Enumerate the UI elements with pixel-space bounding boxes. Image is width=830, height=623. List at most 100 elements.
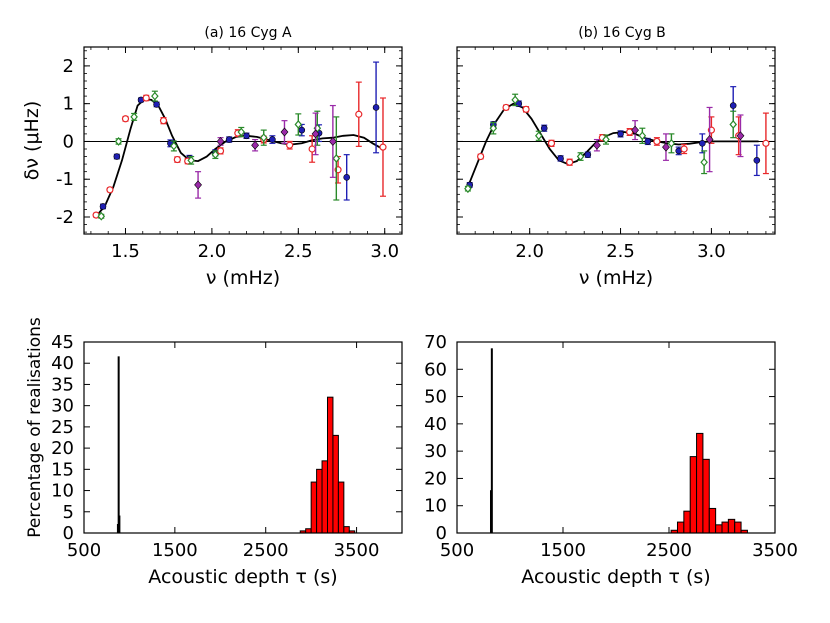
data-point [311, 129, 320, 139]
x-axis-label: Acoustic depth τ (s) [148, 566, 337, 588]
y-tick-label: 0 [436, 523, 447, 544]
data-point [534, 131, 543, 141]
data-point [280, 127, 289, 137]
axes-frame [83, 46, 403, 235]
histogram-bar [321, 460, 328, 534]
x-axis-label: Acoustic depth τ (s) [521, 566, 710, 588]
data-point [729, 102, 737, 109]
panel-a-title: (a) 16 Cyg A [204, 25, 292, 41]
data-point [502, 103, 510, 112]
x-tick-label: 1.5 [111, 241, 140, 262]
data-point [522, 105, 530, 113]
y-tick-label: 50 [424, 387, 447, 408]
data-point [225, 136, 233, 143]
data-point [170, 141, 178, 151]
x-tick-label: 1500 [152, 540, 198, 561]
data-point [593, 140, 601, 150]
data-point [511, 95, 519, 105]
data-point [113, 153, 121, 160]
data-point [159, 117, 168, 125]
y-tick-label: 70 [424, 332, 447, 353]
x-tick-label: 3.0 [370, 241, 399, 262]
x-tick-label: 2500 [646, 540, 692, 561]
y-tick-label: -1 [56, 169, 74, 190]
data-point [151, 91, 159, 101]
data-point [106, 186, 114, 194]
data-point [142, 94, 150, 102]
data-point [667, 138, 676, 148]
histogram-bar [310, 481, 318, 534]
data-point [566, 158, 574, 166]
x-tick-label: 1500 [540, 540, 586, 561]
y-tick-label: 60 [424, 359, 447, 380]
histogram-bar [337, 481, 345, 534]
plot-b-bottom-histogram: 500 1500 2500 3500 0 10 20 30 40 50 60 70 Acoustic d… [424, 332, 798, 588]
y-tick-label: 10 [51, 481, 74, 502]
histogram-bar [702, 458, 710, 534]
plot-a-top-frequency-residuals: 1.5 2.0 2.5 3.0 -2 -1 0 1 2 ν (mHz) δν (μHz) [21, 46, 403, 289]
axes-frame [456, 46, 776, 235]
data-point [286, 141, 294, 149]
y-tick-label: 15 [51, 459, 74, 480]
histogram-bar [696, 432, 704, 534]
histogram-bar [721, 521, 729, 534]
histogram-bar [332, 434, 339, 534]
x-tick-label: 2.0 [515, 241, 544, 262]
x-tick-label: 3.0 [697, 241, 726, 262]
y-tick-label: 0 [63, 523, 74, 544]
x-tick-label: 2.0 [198, 241, 227, 262]
data-point [753, 157, 761, 164]
data-point [294, 120, 303, 129]
data-point [617, 130, 624, 138]
x-tick-label: 500 [440, 540, 474, 561]
data-point [705, 135, 714, 145]
data-point [644, 138, 652, 145]
data-point [332, 154, 341, 163]
data-point [243, 132, 250, 140]
data-point [343, 174, 350, 181]
y-tick-label: 35 [51, 374, 74, 395]
panel-b-title: (b) 16 Cyg B [578, 25, 666, 41]
data-point [153, 101, 160, 108]
data-point [216, 136, 225, 146]
data-point [216, 147, 225, 155]
y-tick-label: 5 [63, 502, 74, 523]
data-point [259, 133, 268, 143]
data-point [130, 112, 138, 122]
plot-b-top-frequency-residuals: 2.0 2.5 3.0 ν (mHz) [456, 46, 776, 289]
y-tick-label: 40 [424, 414, 447, 435]
data-point [700, 157, 708, 167]
y-tick-label: 2 [63, 56, 74, 77]
x-tick-label: 500 [67, 540, 101, 561]
y-tick-label: 30 [51, 396, 74, 417]
y-axis-label: Percentage of realisations [25, 317, 45, 538]
y-tick-label: 45 [51, 332, 74, 353]
x-tick-label: 3500 [752, 540, 798, 561]
data-point [464, 184, 472, 194]
data-point [355, 110, 363, 118]
histogram-bar [708, 507, 717, 534]
data-point [372, 104, 380, 111]
data-point [251, 140, 259, 150]
data-point [626, 128, 634, 136]
data-point [173, 155, 181, 164]
data-point [547, 139, 556, 147]
data-point [194, 180, 202, 190]
data-point [269, 136, 276, 143]
data-point [187, 155, 195, 165]
histogram-bar [326, 396, 334, 534]
y-tick-label: 0 [63, 131, 74, 152]
data-point [638, 131, 647, 141]
data-point [211, 150, 220, 160]
data-point [121, 115, 130, 123]
data-point [584, 151, 592, 158]
y-tick-label: 20 [51, 438, 74, 459]
data-point [540, 124, 548, 132]
histogram-bar [343, 526, 350, 534]
histogram-bar [305, 528, 312, 534]
data-point [92, 211, 100, 219]
x-tick-label: 2.5 [284, 241, 313, 262]
histogram-bar [727, 518, 736, 534]
